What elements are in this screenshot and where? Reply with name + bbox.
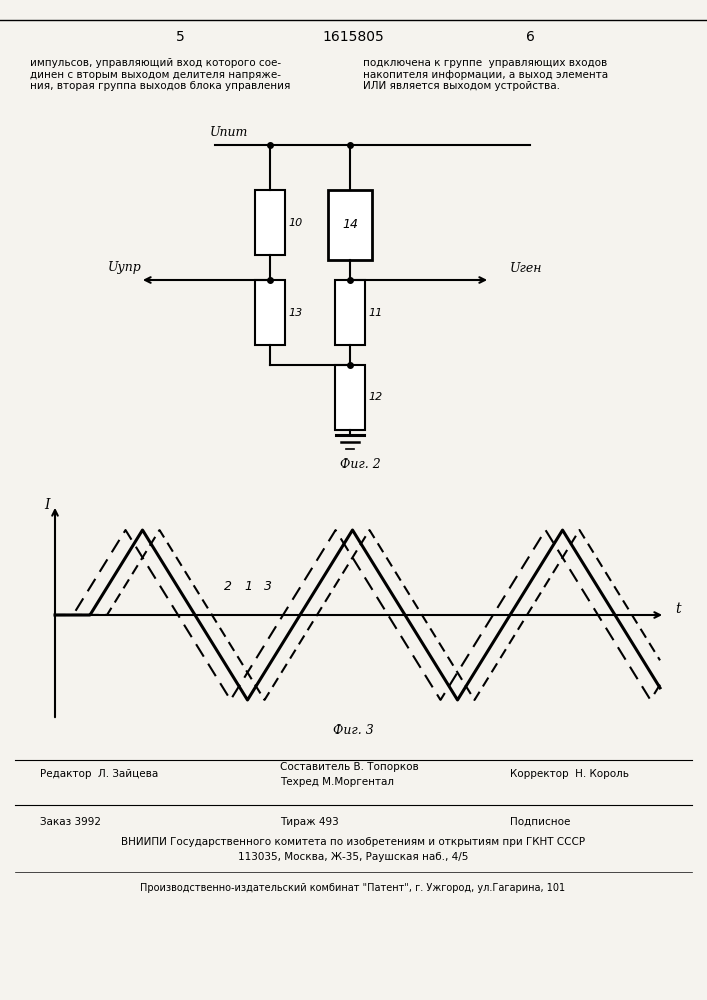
Text: подключена к группе  управляющих входов
накопителя информации, а выход элемента
: подключена к группе управляющих входов н…: [363, 58, 608, 91]
Text: Редактор  Л. Зайцева: Редактор Л. Зайцева: [40, 769, 158, 779]
Bar: [255, 280, 285, 345]
Text: 1615805: 1615805: [322, 30, 384, 44]
Text: Uупр: Uупр: [108, 261, 142, 274]
Text: t: t: [675, 602, 681, 616]
Bar: [335, 280, 365, 345]
Text: Заказ 3992: Заказ 3992: [40, 817, 101, 827]
Text: 11: 11: [368, 308, 382, 318]
Text: Подписное: Подписное: [510, 817, 571, 827]
Text: 10: 10: [288, 218, 303, 228]
Text: 5: 5: [175, 30, 185, 44]
Text: 113035, Москва, Ж-35, Раушская наб., 4/5: 113035, Москва, Ж-35, Раушская наб., 4/5: [238, 852, 468, 862]
Text: 6: 6: [525, 30, 534, 44]
Text: Uпит: Uпит: [210, 125, 248, 138]
Text: ВНИИПИ Государственного комитета по изобретениям и открытиям при ГКНТ СССР: ВНИИПИ Государственного комитета по изоб…: [121, 837, 585, 847]
Text: 2: 2: [224, 580, 232, 593]
Text: 12: 12: [368, 392, 382, 402]
Text: 13: 13: [288, 308, 303, 318]
Text: 1: 1: [244, 580, 252, 593]
Text: Производственно-издательский комбинат "Патент", г. Ужгород, ул.Гагарина, 101: Производственно-издательский комбинат "П…: [141, 883, 566, 893]
Text: импульсов, управляющий вход которого сое-
динен с вторым выходом делителя напряж: импульсов, управляющий вход которого сое…: [30, 58, 291, 91]
Text: Составитель В. Топорков: Составитель В. Топорков: [280, 762, 419, 772]
Text: Тираж 493: Тираж 493: [280, 817, 339, 827]
Bar: [335, 365, 365, 430]
Text: Фиг. 2: Фиг. 2: [339, 458, 380, 472]
Text: 14: 14: [342, 219, 358, 232]
Text: Uген: Uген: [510, 261, 542, 274]
Text: 3: 3: [264, 580, 272, 593]
Text: Техред М.Моргентал: Техред М.Моргентал: [280, 777, 394, 787]
Bar: [255, 190, 285, 255]
Text: Корректор  Н. Король: Корректор Н. Король: [510, 769, 629, 779]
Bar: [328, 190, 372, 260]
Text: I: I: [45, 498, 49, 512]
Text: Фиг. 3: Фиг. 3: [332, 724, 373, 736]
